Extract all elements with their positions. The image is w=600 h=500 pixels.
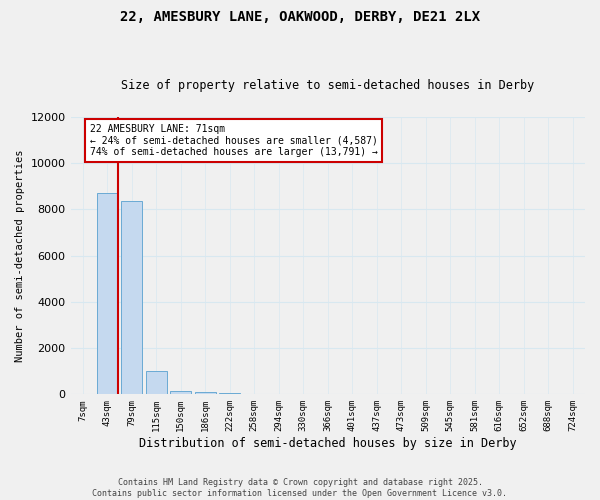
Bar bbox=[170, 390, 191, 394]
Text: 22, AMESBURY LANE, OAKWOOD, DERBY, DE21 2LX: 22, AMESBURY LANE, OAKWOOD, DERBY, DE21 … bbox=[120, 10, 480, 24]
Bar bbox=[195, 392, 215, 394]
X-axis label: Distribution of semi-detached houses by size in Derby: Distribution of semi-detached houses by … bbox=[139, 437, 517, 450]
Y-axis label: Number of semi-detached properties: Number of semi-detached properties bbox=[15, 150, 25, 362]
Title: Size of property relative to semi-detached houses in Derby: Size of property relative to semi-detach… bbox=[121, 79, 535, 92]
Text: Contains HM Land Registry data © Crown copyright and database right 2025.
Contai: Contains HM Land Registry data © Crown c… bbox=[92, 478, 508, 498]
Bar bbox=[97, 193, 118, 394]
Text: 22 AMESBURY LANE: 71sqm
← 24% of semi-detached houses are smaller (4,587)
74% of: 22 AMESBURY LANE: 71sqm ← 24% of semi-de… bbox=[89, 124, 377, 157]
Bar bbox=[146, 371, 167, 394]
Bar bbox=[121, 201, 142, 394]
